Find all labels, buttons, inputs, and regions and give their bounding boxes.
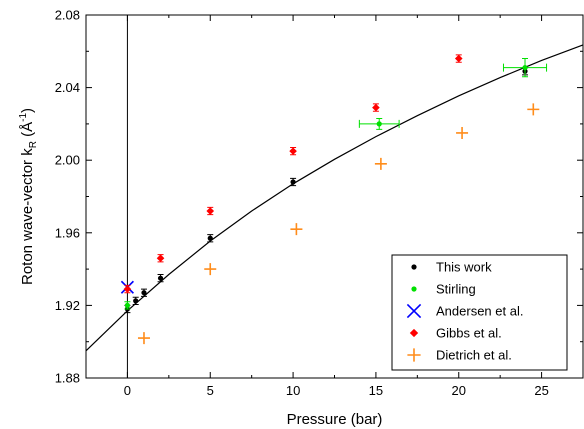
fit-curve: [85, 44, 584, 352]
gibbs-et-al-point: [156, 254, 165, 263]
dietrich-et-al-point: [204, 263, 217, 276]
this-work-point: [133, 298, 139, 304]
gibbs-et-al-point: [206, 207, 215, 215]
stirling-point: [124, 302, 131, 308]
y-tick-label: 1.96: [55, 225, 80, 240]
stirling-point: [376, 121, 382, 127]
x-tick-label: 25: [534, 383, 548, 398]
legend-marker-stirling: [411, 286, 417, 292]
dietrich-et-al-point: [527, 103, 540, 116]
legend-marker-andersen-et-al: [406, 303, 422, 319]
dietrich-et-al-point: [456, 126, 469, 139]
this-work-point: [290, 179, 296, 185]
gibbs-et-al-point: [289, 147, 297, 155]
y-axis-title-subscript: R: [28, 141, 39, 148]
x-tick-label: 20: [452, 383, 466, 398]
legend-label-stirling: Stirling: [436, 282, 476, 297]
x-tick-label: 15: [369, 383, 383, 398]
plot-area: 0 5 10 15 20 25 1.88 1.92 1.96 2.00 2.04 2.08: [55, 8, 584, 398]
this-work-point: [141, 290, 147, 296]
dietrich-et-al-point: [290, 223, 303, 236]
y-axis-title-unit: (Å: [19, 122, 36, 141]
y-axis-title: Roton wave-vector kR (Å-1): [18, 108, 39, 285]
legend-label-gibbs-et-al: Gibbs et al.: [436, 326, 502, 341]
legend-marker-this-work: [411, 264, 417, 270]
y-axis-title-main: Roton wave-vector k: [19, 148, 36, 285]
legend-marker-gibbs-et-al: [409, 328, 419, 338]
legend-label-this-work: This work: [436, 260, 492, 275]
x-axis-title: Pressure (bar): [287, 411, 383, 428]
gibbs-et-al-point: [454, 54, 463, 63]
gibbs-et-al-point: [372, 103, 380, 112]
y-tick-label: 2.08: [55, 8, 80, 23]
gibbs-et-al-point: [123, 285, 132, 293]
y-axis-title-unit-close: ): [19, 108, 36, 113]
dietrich-et-al-point: [137, 332, 150, 345]
x-tick-label: 5: [207, 383, 214, 398]
this-work-point: [157, 275, 164, 281]
x-tick-label: 10: [286, 383, 300, 398]
legend-marker-dietrich-et-al: [407, 348, 421, 362]
legend: This work Stirling Andersen et al. Gibbs et…: [391, 254, 568, 371]
y-tick-label: 2.04: [55, 80, 80, 95]
y-tick-label: 1.88: [55, 371, 80, 386]
this-work-point: [207, 235, 213, 241]
y-tick-label: 1.92: [55, 298, 80, 313]
legend-label-dietrich-et-al: Dietrich et al.: [436, 348, 512, 363]
dietrich-et-al-point: [374, 157, 387, 170]
stirling-point: [522, 65, 528, 71]
legend-label-andersen-et-al: Andersen et al.: [436, 304, 523, 319]
x-tick-label: 0: [124, 383, 131, 398]
y-axis-title-exponent: -1: [18, 113, 29, 122]
y-tick-label: 2.00: [55, 153, 80, 168]
legend-box: [391, 254, 568, 371]
